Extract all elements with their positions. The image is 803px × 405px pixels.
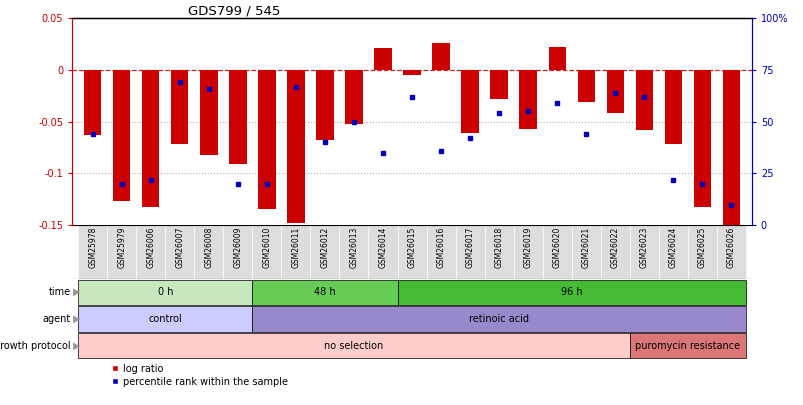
Text: GSM26022: GSM26022 <box>610 227 619 268</box>
Text: agent: agent <box>43 314 71 324</box>
FancyBboxPatch shape <box>629 333 745 358</box>
Text: GDS799 / 545: GDS799 / 545 <box>188 4 280 17</box>
FancyBboxPatch shape <box>426 225 455 279</box>
FancyBboxPatch shape <box>194 225 223 279</box>
FancyBboxPatch shape <box>513 225 542 279</box>
FancyBboxPatch shape <box>281 225 310 279</box>
FancyBboxPatch shape <box>397 279 745 305</box>
Bar <box>171 70 188 145</box>
Text: GSM26019: GSM26019 <box>523 227 532 268</box>
Text: ▶: ▶ <box>73 314 80 324</box>
Bar <box>461 70 479 133</box>
Bar <box>432 43 449 70</box>
Bar <box>142 70 159 207</box>
Text: GSM26014: GSM26014 <box>378 227 387 268</box>
Text: GSM26007: GSM26007 <box>175 227 184 269</box>
Bar <box>605 70 623 113</box>
Text: growth protocol: growth protocol <box>0 341 71 351</box>
Text: 0 h: 0 h <box>157 287 173 297</box>
Text: GSM26011: GSM26011 <box>291 227 300 268</box>
Bar <box>548 47 565 70</box>
Text: retinoic acid: retinoic acid <box>469 314 528 324</box>
Bar <box>344 70 362 124</box>
FancyBboxPatch shape <box>455 225 484 279</box>
Text: GSM26018: GSM26018 <box>494 227 503 268</box>
Text: GSM26025: GSM26025 <box>697 227 706 268</box>
Text: puromycin resistance: puromycin resistance <box>634 341 740 351</box>
FancyBboxPatch shape <box>397 225 426 279</box>
Bar <box>490 70 507 99</box>
Bar <box>519 70 536 129</box>
Bar <box>113 70 130 201</box>
Text: GSM26015: GSM26015 <box>407 227 416 268</box>
Text: GSM26013: GSM26013 <box>349 227 358 268</box>
Text: no selection: no selection <box>324 341 383 351</box>
Text: time: time <box>49 287 71 297</box>
Text: GSM26016: GSM26016 <box>436 227 445 268</box>
FancyBboxPatch shape <box>107 225 136 279</box>
Text: ▶: ▶ <box>73 341 80 351</box>
FancyBboxPatch shape <box>136 225 165 279</box>
Bar <box>403 70 420 75</box>
Text: 96 h: 96 h <box>560 287 582 297</box>
FancyBboxPatch shape <box>78 279 252 305</box>
FancyBboxPatch shape <box>78 306 252 332</box>
Text: GSM26012: GSM26012 <box>320 227 329 268</box>
Text: control: control <box>149 314 182 324</box>
FancyBboxPatch shape <box>484 225 513 279</box>
Text: GSM26017: GSM26017 <box>465 227 474 268</box>
FancyBboxPatch shape <box>223 225 252 279</box>
Text: GSM26008: GSM26008 <box>204 227 213 268</box>
FancyBboxPatch shape <box>252 279 397 305</box>
FancyBboxPatch shape <box>542 225 571 279</box>
FancyBboxPatch shape <box>571 225 600 279</box>
Bar <box>229 70 247 164</box>
Bar <box>664 70 681 145</box>
FancyBboxPatch shape <box>252 306 745 332</box>
FancyBboxPatch shape <box>716 225 745 279</box>
Text: GSM26024: GSM26024 <box>668 227 677 268</box>
Bar <box>722 70 740 232</box>
FancyBboxPatch shape <box>658 225 687 279</box>
Text: GSM26026: GSM26026 <box>726 227 735 268</box>
Text: GSM25978: GSM25978 <box>88 227 97 268</box>
Bar <box>693 70 710 207</box>
Legend: log ratio, percentile rank within the sample: log ratio, percentile rank within the sa… <box>111 364 287 387</box>
FancyBboxPatch shape <box>339 225 368 279</box>
FancyBboxPatch shape <box>687 225 716 279</box>
FancyBboxPatch shape <box>600 225 629 279</box>
Text: 48 h: 48 h <box>314 287 336 297</box>
Text: GSM25979: GSM25979 <box>117 227 126 269</box>
Bar <box>374 48 391 70</box>
Text: GSM26021: GSM26021 <box>581 227 590 268</box>
Text: GSM26006: GSM26006 <box>146 227 155 269</box>
FancyBboxPatch shape <box>629 225 658 279</box>
Bar <box>635 70 652 130</box>
Text: GSM26023: GSM26023 <box>639 227 648 268</box>
FancyBboxPatch shape <box>252 225 281 279</box>
Bar <box>200 70 218 155</box>
Text: GSM26020: GSM26020 <box>552 227 561 268</box>
Text: ▶: ▶ <box>73 287 80 297</box>
Bar <box>84 70 101 135</box>
Text: GSM26010: GSM26010 <box>262 227 271 268</box>
Bar <box>258 70 275 209</box>
FancyBboxPatch shape <box>310 225 339 279</box>
FancyBboxPatch shape <box>78 333 629 358</box>
Bar <box>316 70 333 141</box>
FancyBboxPatch shape <box>368 225 397 279</box>
FancyBboxPatch shape <box>78 225 107 279</box>
Text: GSM26009: GSM26009 <box>233 227 242 269</box>
Bar <box>287 70 304 223</box>
Bar <box>577 70 594 102</box>
FancyBboxPatch shape <box>165 225 194 279</box>
